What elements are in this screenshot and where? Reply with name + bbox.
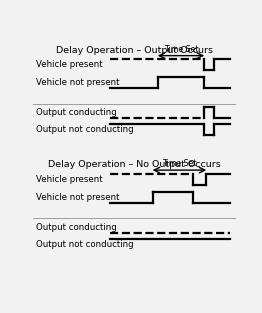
Text: Output not conducting: Output not conducting <box>36 240 133 249</box>
Text: Output not conducting: Output not conducting <box>36 125 133 134</box>
Text: Time Set: Time Set <box>162 159 197 168</box>
Text: Delay Operation – No Output Occurs: Delay Operation – No Output Occurs <box>48 161 221 169</box>
Text: Delay Operation – Output Occurs: Delay Operation – Output Occurs <box>56 46 213 55</box>
Text: Time Set: Time Set <box>164 45 198 54</box>
Text: Vehicle present: Vehicle present <box>36 175 102 184</box>
Text: Vehicle present: Vehicle present <box>36 60 102 69</box>
Text: Vehicle not present: Vehicle not present <box>36 78 119 87</box>
Text: Output conducting: Output conducting <box>36 223 117 232</box>
Text: Output conducting: Output conducting <box>36 108 117 117</box>
Text: Vehicle not present: Vehicle not present <box>36 193 119 202</box>
